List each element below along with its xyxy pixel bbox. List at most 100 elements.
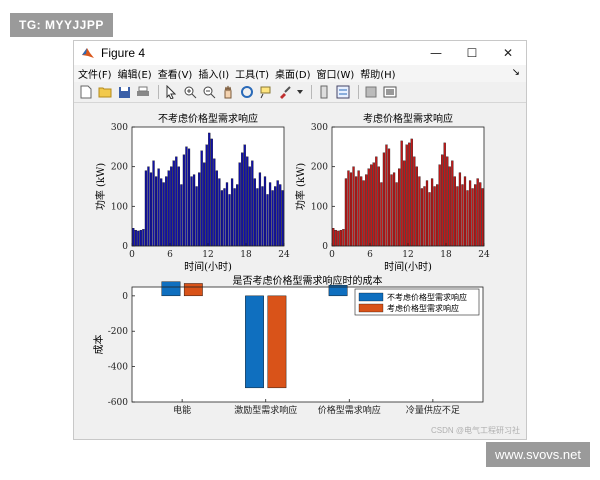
- bar: [360, 176, 363, 247]
- bar: [334, 229, 337, 247]
- bar: [461, 184, 464, 247]
- category-label: 冷量供应不足: [406, 404, 460, 416]
- bar: [236, 184, 239, 247]
- bar: [392, 172, 396, 247]
- pointer-icon[interactable]: [163, 84, 179, 100]
- brush-icon[interactable]: [277, 84, 293, 100]
- bar: [443, 142, 446, 247]
- bar: [415, 166, 418, 247]
- menu-edit[interactable]: 编辑(E): [117, 70, 152, 81]
- figure-canvas: 0 6 12 18 24 0 100 200 300 不考虑价格型需求响应 时间(小时) 功率 (kW…: [74, 103, 526, 439]
- watermark-tag-top-left: TG: MYYJJPP: [10, 13, 113, 37]
- bar: [190, 176, 193, 247]
- rotate-icon[interactable]: [239, 84, 255, 100]
- bar: [279, 184, 282, 247]
- y-tick-label: 100: [111, 202, 128, 212]
- bar: [385, 144, 388, 247]
- bar: [246, 156, 249, 247]
- bar: [474, 184, 477, 247]
- x-axis-label: 时间(小时): [384, 260, 432, 273]
- legend-label: 考虑价格型需求响应: [387, 303, 459, 313]
- print-icon[interactable]: [135, 84, 151, 100]
- close-button[interactable]: ✕: [502, 46, 514, 60]
- bar: [466, 190, 469, 247]
- hide-plot-tools-icon[interactable]: [363, 84, 379, 100]
- bar: [430, 178, 434, 247]
- bar: [160, 178, 163, 247]
- menu-window[interactable]: 窗口(W): [316, 70, 355, 81]
- plot-background: [332, 127, 484, 246]
- bar: [448, 166, 451, 247]
- bar: [446, 156, 449, 247]
- y-tick-label: 200: [311, 163, 328, 173]
- y-tick-label: 300: [111, 123, 128, 133]
- menu-view[interactable]: 查看(V): [157, 70, 193, 81]
- pan-icon[interactable]: [220, 84, 236, 100]
- cost-bar: [267, 295, 287, 389]
- bar: [420, 188, 424, 247]
- bar: [471, 188, 474, 247]
- bar: [395, 182, 398, 247]
- x-tick-label: 6: [167, 250, 173, 260]
- bar: [162, 182, 165, 247]
- bar: [423, 186, 426, 247]
- title-bar[interactable]: Figure 4 — ☐ ✕: [74, 41, 526, 65]
- cost-bar: [161, 281, 181, 297]
- bar: [253, 178, 256, 247]
- bar: [382, 152, 386, 247]
- bar: [347, 170, 350, 247]
- menu-help[interactable]: 帮助(H): [360, 70, 396, 81]
- bar: [438, 164, 441, 247]
- bar: [418, 176, 421, 247]
- zoom-in-icon[interactable]: [182, 84, 198, 100]
- bar: [370, 164, 373, 247]
- zoom-out-icon[interactable]: [201, 84, 217, 100]
- bar: [403, 160, 406, 247]
- data-cursor-icon[interactable]: [258, 84, 274, 100]
- chart-title: 考虑价格型需求响应: [363, 112, 453, 125]
- bar: [142, 229, 145, 247]
- x-tick-label: 12: [402, 250, 413, 260]
- legend-swatch: [358, 303, 384, 313]
- colorbar-icon[interactable]: [316, 84, 332, 100]
- plot-background: [132, 127, 284, 246]
- bar: [230, 178, 234, 247]
- bar: [433, 186, 436, 247]
- bar: [476, 178, 479, 247]
- bar: [152, 160, 155, 247]
- new-figure-icon[interactable]: [78, 84, 94, 100]
- x-axis-label: 时间(小时): [184, 260, 232, 273]
- open-file-icon[interactable]: [97, 84, 113, 100]
- y-tick-label: -200: [108, 327, 128, 337]
- source-watermark: CSDN @电气工程研习社: [430, 426, 520, 435]
- bar: [203, 162, 206, 247]
- bar: [223, 188, 226, 247]
- dropdown-arrow-icon[interactable]: [296, 84, 304, 100]
- bar: [251, 160, 254, 247]
- legend-icon[interactable]: [335, 84, 351, 100]
- watermark-tag-bottom-right: www.svovs.net: [486, 442, 590, 467]
- bar: [413, 156, 416, 247]
- category-label: 价格型需求响应: [318, 404, 381, 416]
- bar: [451, 160, 454, 247]
- bar: [180, 184, 183, 247]
- bar: [372, 162, 375, 247]
- menu-insert[interactable]: 插入(I): [198, 70, 230, 81]
- bar: [367, 168, 370, 247]
- y-tick-label: 0: [122, 292, 128, 302]
- minimize-button[interactable]: —: [430, 46, 442, 60]
- menu-tools[interactable]: 工具(T): [235, 70, 270, 81]
- bar: [192, 174, 196, 247]
- bar: [182, 154, 186, 247]
- menu-desktop[interactable]: 桌面(D): [275, 70, 311, 81]
- dock-arrow-icon[interactable]: ↘: [511, 67, 520, 78]
- maximize-button[interactable]: ☐: [466, 46, 478, 60]
- show-plot-tools-icon[interactable]: [382, 84, 398, 100]
- bar: [276, 180, 279, 247]
- bar: [195, 186, 198, 247]
- bar: [268, 182, 272, 247]
- bar: [339, 229, 342, 247]
- menu-file[interactable]: 文件(F): [78, 70, 112, 81]
- bar: [213, 158, 216, 247]
- save-icon[interactable]: [116, 84, 132, 100]
